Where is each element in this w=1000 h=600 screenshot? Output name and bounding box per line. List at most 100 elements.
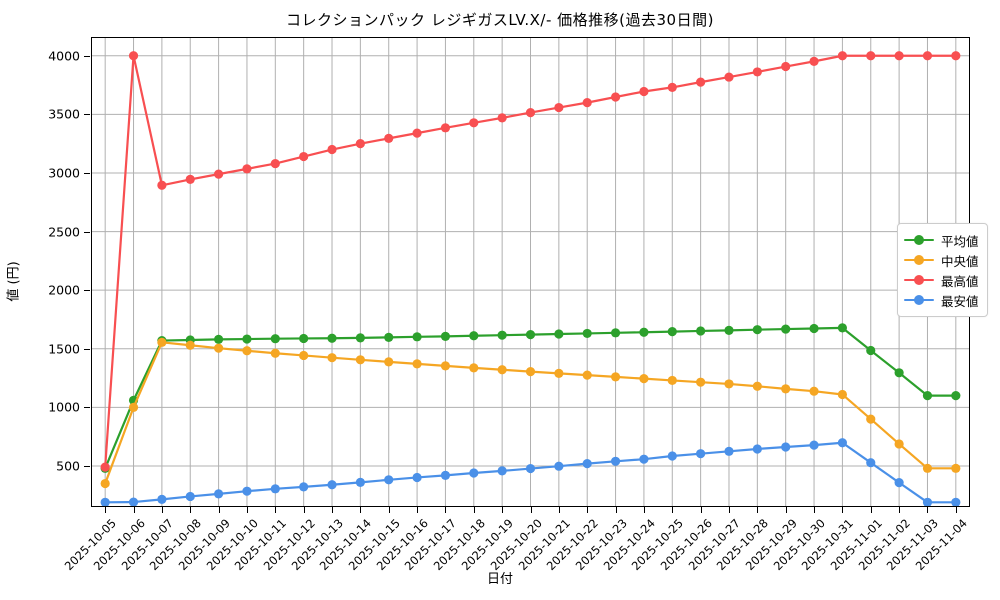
data-point — [752, 325, 762, 335]
data-point — [469, 118, 479, 128]
data-point — [497, 365, 507, 375]
data-point — [809, 386, 819, 396]
data-point — [128, 51, 139, 61]
data-point — [355, 333, 365, 343]
x-tick-mark — [842, 507, 844, 513]
data-point — [554, 102, 564, 113]
data-point — [922, 497, 933, 507]
data-point — [639, 374, 649, 384]
series-line-2 — [104, 54, 957, 469]
y-tick-mark — [84, 407, 90, 409]
data-point — [951, 463, 961, 473]
data-point — [809, 440, 819, 450]
data-point — [327, 333, 337, 343]
y-axis: 500 1000 1500 2000 2500 3000 3500 4000 — [0, 37, 1000, 507]
data-point — [894, 51, 904, 61]
x-tick-mark — [870, 507, 872, 513]
data-point — [554, 329, 564, 339]
chart-title: コレクションパック レジギガスLV.X/- 価格推移(過去30日間) — [286, 11, 714, 29]
series-line-1 — [104, 341, 957, 485]
data-point — [610, 456, 621, 466]
data-point — [327, 480, 337, 490]
data-point — [242, 334, 252, 344]
data-point — [837, 323, 848, 333]
x-tick-mark — [587, 507, 589, 513]
data-point — [781, 324, 791, 334]
x-tick-mark — [388, 507, 390, 513]
y-tick-mark — [84, 231, 90, 233]
y-tick-mark — [84, 465, 90, 467]
data-point — [412, 359, 422, 369]
x-tick-mark — [445, 507, 447, 513]
legend-label: 平均値 — [941, 233, 979, 249]
legend-item[interactable]: 最安値 — [904, 290, 979, 310]
x-tick-mark — [728, 507, 730, 513]
legend-item[interactable]: 平均値 — [904, 230, 979, 250]
data-point — [894, 478, 904, 488]
data-point — [497, 466, 507, 476]
data-point — [894, 439, 904, 449]
data-point — [922, 463, 933, 473]
x-tick-mark — [899, 507, 901, 513]
data-point — [469, 468, 479, 478]
data-point — [384, 475, 394, 485]
data-point — [355, 139, 365, 149]
x-tick-mark — [530, 507, 532, 513]
data-point — [497, 113, 507, 123]
data-point — [752, 444, 762, 454]
data-point — [440, 361, 451, 371]
data-point — [837, 438, 848, 448]
data-point — [384, 332, 394, 343]
data-point — [582, 98, 592, 108]
x-tick-mark — [643, 507, 645, 513]
x-tick-mark — [303, 507, 305, 513]
data-point — [157, 337, 167, 347]
y-tick-label: 1000 — [48, 399, 80, 415]
legend-label: 最高値 — [941, 273, 979, 289]
data-point — [724, 325, 734, 335]
data-point — [866, 414, 876, 424]
legend-marker-icon — [904, 293, 934, 307]
data-point — [270, 158, 280, 169]
legend-marker-icon — [904, 253, 934, 267]
series-lines — [100, 51, 961, 507]
data-point — [157, 494, 167, 504]
data-point — [809, 323, 819, 334]
x-tick-mark — [502, 507, 504, 513]
legend-item[interactable]: 最高値 — [904, 270, 979, 290]
data-point — [299, 333, 309, 344]
legend-marker-icon — [904, 233, 934, 247]
data-point — [412, 472, 422, 483]
data-point — [837, 389, 848, 400]
data-point — [213, 343, 224, 353]
data-point — [412, 128, 422, 138]
data-point — [270, 484, 280, 494]
data-point — [724, 446, 734, 456]
x-tick-mark — [785, 507, 787, 513]
data-point — [639, 327, 649, 337]
y-tick-label: 4000 — [48, 48, 80, 64]
data-point — [951, 51, 961, 61]
legend-marker-icon — [904, 273, 934, 287]
data-point — [525, 107, 536, 118]
data-point — [525, 367, 536, 377]
data-point — [866, 458, 876, 468]
data-point — [384, 133, 394, 143]
y-tick-mark — [84, 348, 90, 350]
legend-item[interactable]: 中央値 — [904, 250, 979, 270]
x-tick-mark — [417, 507, 419, 513]
x-tick-mark — [558, 507, 560, 513]
data-point — [724, 72, 734, 82]
data-point — [213, 334, 224, 344]
data-point — [894, 368, 904, 378]
legend-label: 中央値 — [941, 253, 979, 269]
data-point — [355, 477, 365, 487]
data-point — [185, 491, 195, 502]
x-axis-title: 日付 — [486, 572, 513, 587]
data-point — [582, 459, 592, 469]
data-point — [752, 381, 762, 391]
data-point — [299, 482, 309, 492]
x-tick-mark — [275, 507, 277, 513]
x-tick-mark — [955, 507, 957, 513]
data-point — [440, 123, 451, 133]
